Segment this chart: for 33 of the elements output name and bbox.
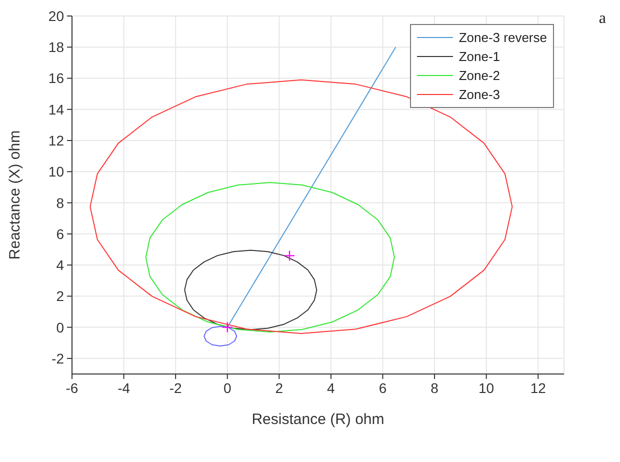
x-axis-title: Resistance (R) ohm [252, 411, 384, 428]
legend-label: Zone-1 [458, 49, 500, 64]
y-tick-label: 8 [56, 194, 64, 211]
line-series [204, 326, 238, 346]
legend-label: Zone-2 [458, 68, 500, 83]
x-tick-label: 4 [327, 380, 336, 396]
y-tick-label: 6 [56, 226, 64, 242]
x-tick-label: 8 [430, 380, 439, 396]
x-tick-label: 2 [275, 380, 284, 396]
line-series [90, 79, 513, 334]
x-tick-label: -4 [118, 380, 130, 396]
y-tick-label: 16 [48, 70, 64, 86]
y-axis-title: Reactance (X) ohm [6, 130, 24, 260]
y-tick-label: 4 [56, 257, 64, 274]
y-tick-label: 14 [48, 101, 64, 118]
x-tick-label: 0 [223, 380, 232, 396]
x-tick-label: -6 [66, 380, 78, 396]
x-tick-label: -2 [169, 380, 182, 396]
x-tick-label: 10 [478, 380, 494, 396]
y-tick-label: 10 [48, 164, 64, 180]
x-tick-label: 6 [378, 380, 387, 396]
y-tick-label: 18 [48, 39, 64, 56]
x-tick-label: 12 [530, 380, 546, 396]
line-series [184, 250, 318, 330]
y-tick-label: -2 [52, 350, 64, 366]
y-tick-label: 0 [56, 319, 64, 336]
legend-label: Zone-3 [458, 87, 500, 102]
y-tick-label: 2 [56, 288, 64, 304]
legend-label: Zone-3 reverse [458, 30, 547, 45]
line-series [145, 182, 395, 332]
y-tick-label: 20 [48, 8, 64, 24]
y-tick-label: 12 [48, 132, 64, 148]
text: a [598, 10, 606, 28]
